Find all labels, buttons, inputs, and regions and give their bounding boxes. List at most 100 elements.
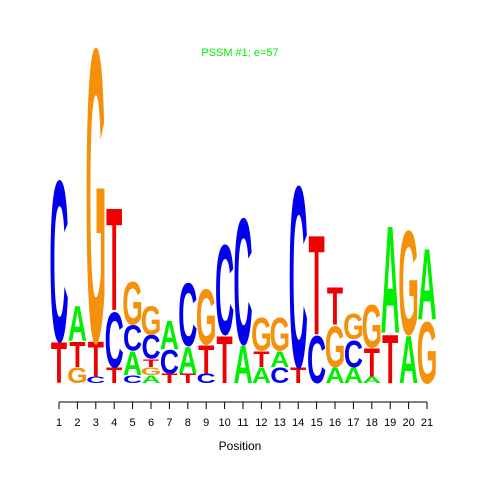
letter-T-pos-10-0: T [217,321,233,397]
stack-position-21: GA [417,228,438,402]
letter-C-pos-1-1: C [49,133,68,390]
stack-position-4: TCT [105,179,124,388]
letter-A-pos-16-0: A [325,364,344,389]
letter-A-pos-5-1: A [123,345,142,383]
letter-C-pos-6-3: C [141,329,160,367]
letter-A-pos-6-0: A [141,374,161,386]
letter-T-pos-18-1: T [364,341,380,386]
x-tick-label-19: 19 [384,417,396,429]
x-tick-label-18: 18 [366,417,378,429]
x-tick-label-15: 15 [310,417,322,429]
letter-T-pos-14-0: T [290,364,306,389]
x-tick-label-4: 4 [111,417,117,429]
x-tick-label-2: 2 [74,417,80,429]
x-tick-label-16: 16 [329,417,341,429]
letter-A-pos-21-1: A [417,228,436,342]
stack-position-19: TA [381,195,400,399]
letter-T-pos-4-0: T [106,364,122,389]
stack-position-1: TC [49,133,68,396]
letter-C-pos-7-1: C [160,343,179,381]
letter-G-pos-3-2: G [86,0,107,431]
letter-G-pos-6-1: G [141,365,162,377]
letter-C-pos-11-1: C [233,182,252,383]
x-axis-label: Position [219,439,262,453]
letter-T-pos-16-2: T [327,276,343,337]
x-tick-label-5: 5 [130,417,136,429]
stack-position-2: GTA [67,297,88,388]
stack-position-11: AC [233,182,252,396]
letter-C-pos-8-2: C [178,266,197,366]
letter-C-pos-9-0: C [197,371,216,386]
letter-G-pos-2-0: G [67,364,88,389]
letter-A-pos-7-2: A [160,313,179,358]
x-tick-label-3: 3 [93,417,99,429]
letter-G-pos-21-0: G [417,303,438,402]
x-tick-label-10: 10 [218,417,230,429]
x-tick-label-9: 9 [203,417,209,429]
stack-position-9: CTG [196,274,217,386]
x-tick-label-13: 13 [274,417,286,429]
x-tick-label-17: 17 [347,417,359,429]
stack-position-10: TC [215,218,234,398]
letter-T-pos-8-0: T [180,371,196,386]
letter-T-pos-4-2: T [106,179,122,342]
letter-C-pos-10-1: C [215,218,234,362]
x-tick-label-1: 1 [56,417,62,429]
letter-A-pos-18-0: A [362,375,381,385]
x-tick-label-11: 11 [237,417,248,429]
stack-position-16: AGT [325,276,346,388]
chart-title: PSSM #1; e=57 [201,47,278,59]
x-tick-label-7: 7 [166,417,172,429]
letter-G-pos-6-4: G [141,299,162,344]
stack-position-15: CT [307,205,326,398]
letter-C-pos-15-0: C [307,321,326,397]
letter-A-pos-11-0: A [233,335,252,396]
letter-A-pos-12-0: A [252,364,271,389]
stack-position-12: ATG [251,309,272,389]
letter-G-pos-17-2: G [343,306,364,347]
x-tick-label-21: 21 [421,417,433,429]
letter-C-pos-4-1: C [105,297,124,384]
letter-T-pos-1-0: T [51,330,67,396]
letter-C-pos-17-1: C [344,332,363,375]
letter-G-pos-16-1: G [325,314,346,380]
x-tick-label-8: 8 [185,417,191,429]
letter-C-pos-5-2: C [123,317,142,358]
letter-T-pos-15-1: T [309,205,325,365]
stack-position-14: TC [289,133,308,423]
stack-position-3: CTG [86,0,107,431]
letter-A-pos-2-2: A [68,297,87,352]
x-tick-label-20: 20 [402,417,414,429]
letter-A-pos-17-0: A [344,364,363,389]
letter-A-pos-8-1: A [178,338,197,381]
letter-T-pos-2-1: T [69,334,85,375]
letter-G-pos-20-1: G [398,199,419,366]
letter-C-pos-13-0: C [270,364,289,389]
stack-position-20: AG [398,199,419,397]
letter-G-pos-5-3: G [122,269,143,338]
letter-T-pos-6-2: T [143,357,160,369]
stack-position-8: TAC [178,266,197,387]
letter-C-pos-5-0: C [123,374,143,386]
x-tick-label-6: 6 [148,417,154,429]
letter-T-pos-9-1: T [198,338,214,383]
letter-T-pos-12-1: T [253,347,269,372]
x-tick-label-12: 12 [255,417,267,429]
letter-A-pos-19-1: A [381,195,400,366]
letter-G-pos-13-2: G [270,309,291,362]
letter-G-pos-18-2: G [362,291,383,360]
letter-C-pos-3-0: C [86,375,105,385]
x-axis-ticks: 1 2 3 4 5 6 7 8 9 10 11 12 13 14 15 16 17 18 19 20 21 [56,402,433,429]
letter-A-pos-13-1: A [270,347,289,372]
letter-T-pos-3-1: T [88,333,104,388]
stack-position-17: ACG [343,306,364,388]
letter-A-pos-20-0: A [399,321,418,397]
letter-T-pos-7-0: T [161,371,177,386]
letter-C-pos-14-1: C [289,133,308,423]
letter-G-pos-12-2: G [251,309,272,362]
x-tick-label-14: 14 [292,417,304,429]
letter-G-pos-9-2: G [196,274,217,361]
